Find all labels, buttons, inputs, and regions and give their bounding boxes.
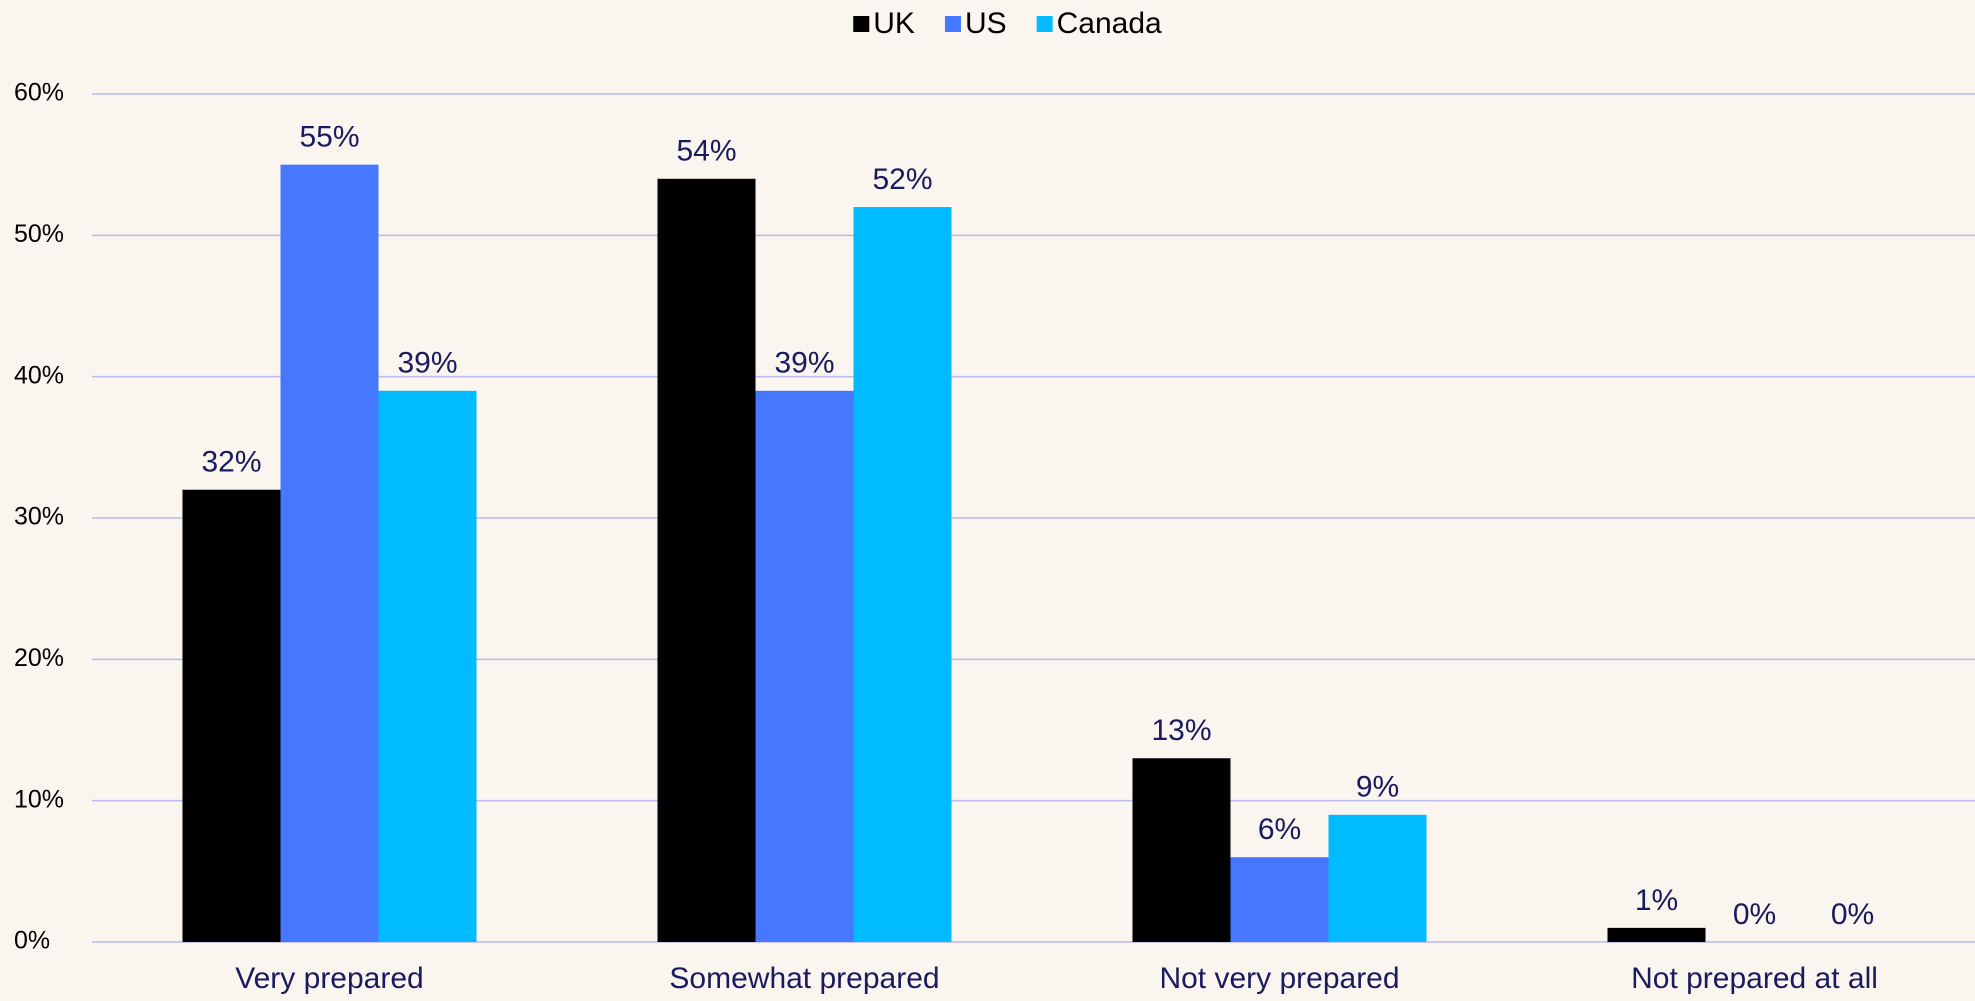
y-tick-label: 30% (14, 503, 64, 531)
value-label: 0% (1831, 898, 1874, 931)
bar (853, 207, 952, 943)
value-label: 13% (1151, 714, 1211, 747)
bar (182, 489, 281, 942)
legend-swatch (853, 16, 870, 32)
y-tick-label: 40% (14, 361, 64, 389)
bar (1607, 927, 1706, 942)
legend-label: Canada (1057, 7, 1162, 40)
bar (1132, 758, 1231, 942)
y-tick-label: 20% (14, 644, 64, 672)
bar (755, 390, 854, 942)
value-label: 1% (1635, 884, 1678, 917)
value-label: 55% (299, 121, 359, 154)
value-label: 39% (397, 347, 457, 380)
legend-swatch (944, 16, 961, 32)
legend-swatch (1036, 16, 1053, 32)
bar (657, 178, 756, 943)
legend-label: US (965, 7, 1007, 40)
value-label: 6% (1258, 813, 1301, 846)
y-tick-label: 10% (14, 785, 64, 813)
legend-label: UK (873, 7, 915, 40)
value-label: 32% (201, 446, 261, 479)
value-label: 54% (676, 135, 736, 168)
value-label: 52% (872, 163, 932, 196)
y-tick-label: 0% (14, 927, 50, 955)
x-tick-label: Somewhat prepared (669, 962, 939, 995)
value-label: 39% (774, 347, 834, 380)
bar (1230, 857, 1329, 942)
value-label: 9% (1356, 771, 1399, 804)
x-tick-label: Not prepared at all (1631, 962, 1878, 995)
value-label: 0% (1733, 898, 1776, 931)
x-tick-label: Very prepared (235, 962, 423, 995)
bar (378, 390, 477, 942)
y-tick-label: 50% (14, 220, 64, 248)
bar (280, 164, 379, 942)
x-tick-label: Not very prepared (1159, 962, 1399, 995)
y-tick-label: 60% (14, 79, 64, 107)
bar (1328, 814, 1427, 942)
